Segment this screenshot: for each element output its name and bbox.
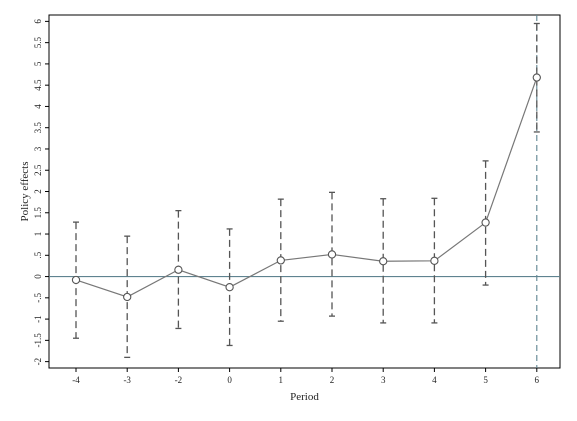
- x-tick-label: -2: [175, 375, 183, 385]
- y-tick-label: 6: [33, 19, 43, 24]
- x-tick-label: -3: [123, 375, 131, 385]
- y-tick-label: -1.5: [33, 333, 43, 348]
- data-point: [379, 257, 388, 266]
- y-tick-label: 2: [33, 189, 43, 194]
- y-tick-label: 4: [33, 104, 43, 109]
- y-tick-label: 0: [33, 274, 43, 279]
- x-tick-label: 0: [227, 375, 232, 385]
- data-point: [71, 275, 81, 285]
- x-tick-label: 2: [330, 375, 335, 385]
- series-line: [75, 77, 538, 298]
- x-axis-label: Period: [290, 391, 319, 403]
- y-axis: -2 -1.5 -1 -.5 0 .5 1 1.5 2 2.5 3 3.5 4 4.5 5 5.5 6: [33, 19, 49, 366]
- x-tick-label: 1: [279, 375, 284, 385]
- y-tick-label: 5.5: [33, 37, 43, 49]
- y-tick-label: 3.5: [33, 122, 43, 134]
- data-point: [532, 73, 541, 82]
- data-point: [123, 292, 132, 302]
- data-point: [327, 250, 337, 259]
- y-tick-label: 1: [33, 232, 43, 237]
- x-axis: -4 -3 -2 0 1 2 3 4 5 6: [72, 368, 540, 385]
- data-point: [174, 265, 183, 274]
- data-point: [225, 283, 234, 292]
- y-axis-label: Policy effects: [19, 162, 31, 222]
- y-tick-label: -1: [33, 315, 43, 323]
- x-tick-label: 5: [483, 375, 488, 385]
- x-tick-label: 6: [535, 375, 540, 385]
- x-tick-label: -4: [72, 375, 80, 385]
- x-tick-label: 4: [432, 375, 437, 385]
- data-point: [481, 218, 490, 227]
- x-tick-label: 3: [381, 375, 386, 385]
- confidence-intervals: [73, 22, 540, 359]
- y-tick-label: 3: [33, 146, 43, 151]
- data-point: [430, 256, 439, 265]
- y-tick-label: 1.5: [33, 207, 43, 219]
- y-tick-label: -.5: [33, 292, 43, 302]
- y-tick-label: -2: [33, 358, 43, 366]
- data-point: [276, 256, 285, 265]
- y-tick-label: 5: [33, 61, 43, 66]
- y-tick-label: 4.5: [33, 79, 43, 91]
- plot-frame: [48, 14, 561, 369]
- series-points: [71, 73, 541, 302]
- y-tick-label: 2.5: [33, 164, 43, 176]
- y-tick-label: .5: [33, 251, 43, 258]
- reference-lines: [49, 15, 560, 368]
